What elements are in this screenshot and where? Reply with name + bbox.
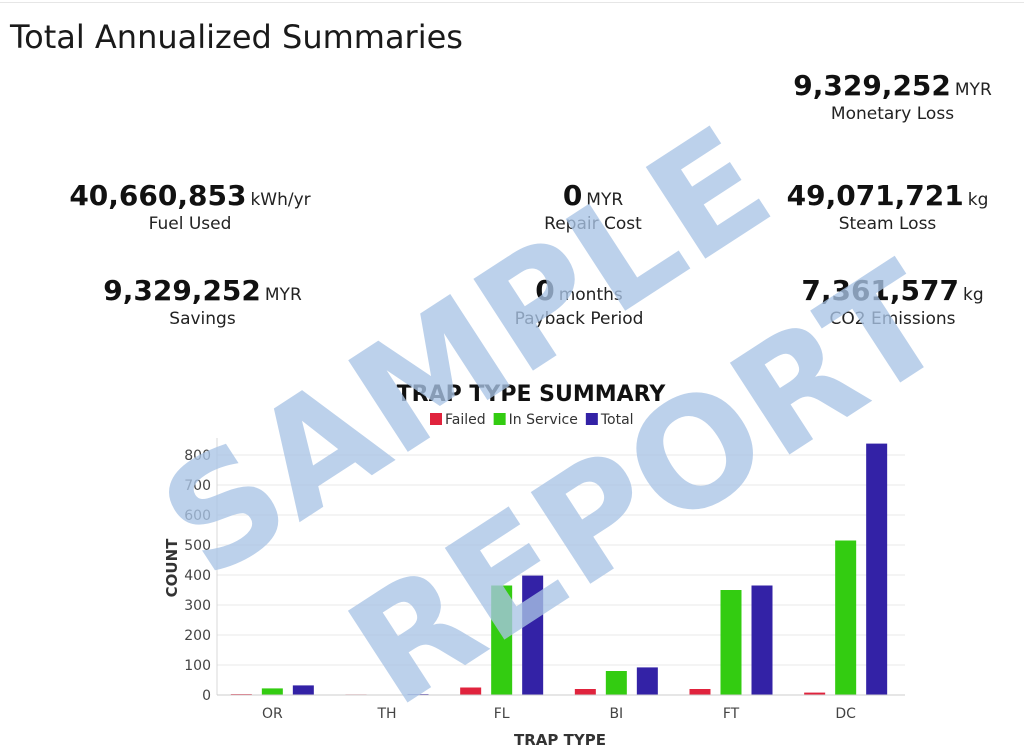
stat-value: 40,660,853 bbox=[69, 179, 247, 212]
stat-label: CO2 Emissions bbox=[829, 309, 956, 329]
legend-swatch bbox=[430, 413, 442, 425]
stat-steam-loss: 49,071,721 kg Steam Loss bbox=[780, 178, 995, 234]
bar-total-or bbox=[292, 685, 314, 695]
stat-unit: kWh/yr bbox=[250, 190, 311, 210]
stat-unit: MYR bbox=[954, 80, 992, 100]
stat-repair-cost: 0 MYR Repair Cost bbox=[480, 178, 706, 234]
x-axis-label: TRAP TYPE bbox=[514, 731, 606, 749]
stat-unit: MYR bbox=[586, 190, 624, 210]
stat-unit: MYR bbox=[264, 285, 302, 305]
stat-unit: kg bbox=[967, 190, 989, 210]
y-tick-label: 400 bbox=[184, 568, 211, 584]
bar-failed-dc bbox=[804, 692, 826, 695]
stat-label: Monetary Loss bbox=[830, 104, 955, 124]
x-tick-label: OR bbox=[262, 706, 283, 722]
stat-value: 9,329,252 bbox=[103, 274, 261, 307]
stat-label: Fuel Used bbox=[148, 214, 232, 234]
bar-total-fl bbox=[522, 575, 544, 695]
stat-savings: 9,329,252 MYR Savings bbox=[70, 273, 335, 329]
y-tick-label: 0 bbox=[202, 688, 211, 704]
stat-value: 9,329,252 bbox=[793, 69, 951, 102]
stat-value: 0 bbox=[562, 179, 583, 212]
stat-label: Repair Cost bbox=[544, 214, 642, 234]
bar-in-service-fl bbox=[491, 585, 513, 695]
bar-in-service-or bbox=[261, 688, 283, 695]
y-tick-label: 800 bbox=[184, 448, 211, 464]
stat-value: 49,071,721 bbox=[786, 179, 964, 212]
legend-swatch bbox=[585, 413, 598, 425]
bar-total-dc bbox=[866, 443, 888, 695]
x-tick-label: BI bbox=[609, 706, 623, 722]
chart-title: TRAP TYPE SUMMARY bbox=[397, 382, 667, 407]
bar-failed-bi bbox=[574, 689, 596, 695]
legend-label: In Service bbox=[509, 412, 578, 428]
bar-failed-ft bbox=[689, 689, 711, 695]
y-axis-label: COUNT bbox=[163, 538, 181, 597]
stat-label: Payback Period bbox=[514, 309, 644, 329]
page-title: Total Annualized Summaries bbox=[10, 18, 463, 56]
stat-co2-emissions: 7,361,577 kg CO2 Emissions bbox=[790, 273, 995, 329]
bar-in-service-dc bbox=[835, 540, 857, 695]
y-tick-label: 300 bbox=[184, 598, 211, 614]
legend-label: Failed bbox=[445, 412, 486, 428]
y-tick-label: 100 bbox=[184, 658, 211, 674]
stat-label: Savings bbox=[169, 309, 236, 329]
stat-monetary-loss: 9,329,252 MYR Monetary Loss bbox=[790, 68, 995, 124]
bar-in-service-bi bbox=[605, 671, 627, 695]
bar-total-bi bbox=[636, 667, 658, 695]
y-tick-label: 200 bbox=[184, 628, 211, 644]
bar-total-ft bbox=[751, 585, 773, 695]
x-tick-label: TH bbox=[376, 706, 396, 722]
y-tick-label: 500 bbox=[184, 538, 211, 554]
x-tick-label: DC bbox=[835, 706, 856, 722]
stat-value: 7,361,577 bbox=[801, 274, 959, 307]
stat-label: Steam Loss bbox=[838, 214, 937, 234]
x-tick-label: FL bbox=[494, 706, 510, 722]
bar-failed-fl bbox=[460, 687, 482, 695]
trap-type-summary-chart: TRAP TYPE SUMMARY Failed In Service Total … bbox=[163, 382, 905, 749]
chart-grid bbox=[217, 454, 905, 666]
stat-unit: kg bbox=[963, 285, 984, 305]
y-tick-label: 700 bbox=[184, 478, 211, 494]
legend-swatch bbox=[493, 413, 506, 425]
chart-bars bbox=[230, 443, 888, 696]
stat-value: 0 bbox=[535, 274, 555, 307]
stat-fuel-used: 40,660,853 kWh/yr Fuel Used bbox=[55, 178, 325, 234]
y-tick-label: 600 bbox=[184, 508, 211, 524]
bar-in-service-ft bbox=[720, 590, 742, 695]
chart-legend: Failed In Service Total bbox=[430, 412, 634, 428]
top-divider bbox=[0, 2, 1024, 3]
x-tick-label: FT bbox=[723, 706, 740, 722]
legend-label: Total bbox=[600, 412, 634, 428]
x-axis: OR TH FL BI FT DC bbox=[217, 694, 905, 722]
stat-unit: months bbox=[558, 285, 623, 305]
y-axis: 0 100 200 300 400 500 600 700 800 bbox=[184, 438, 218, 704]
stat-payback-period: 0 months Payback Period bbox=[490, 273, 668, 329]
